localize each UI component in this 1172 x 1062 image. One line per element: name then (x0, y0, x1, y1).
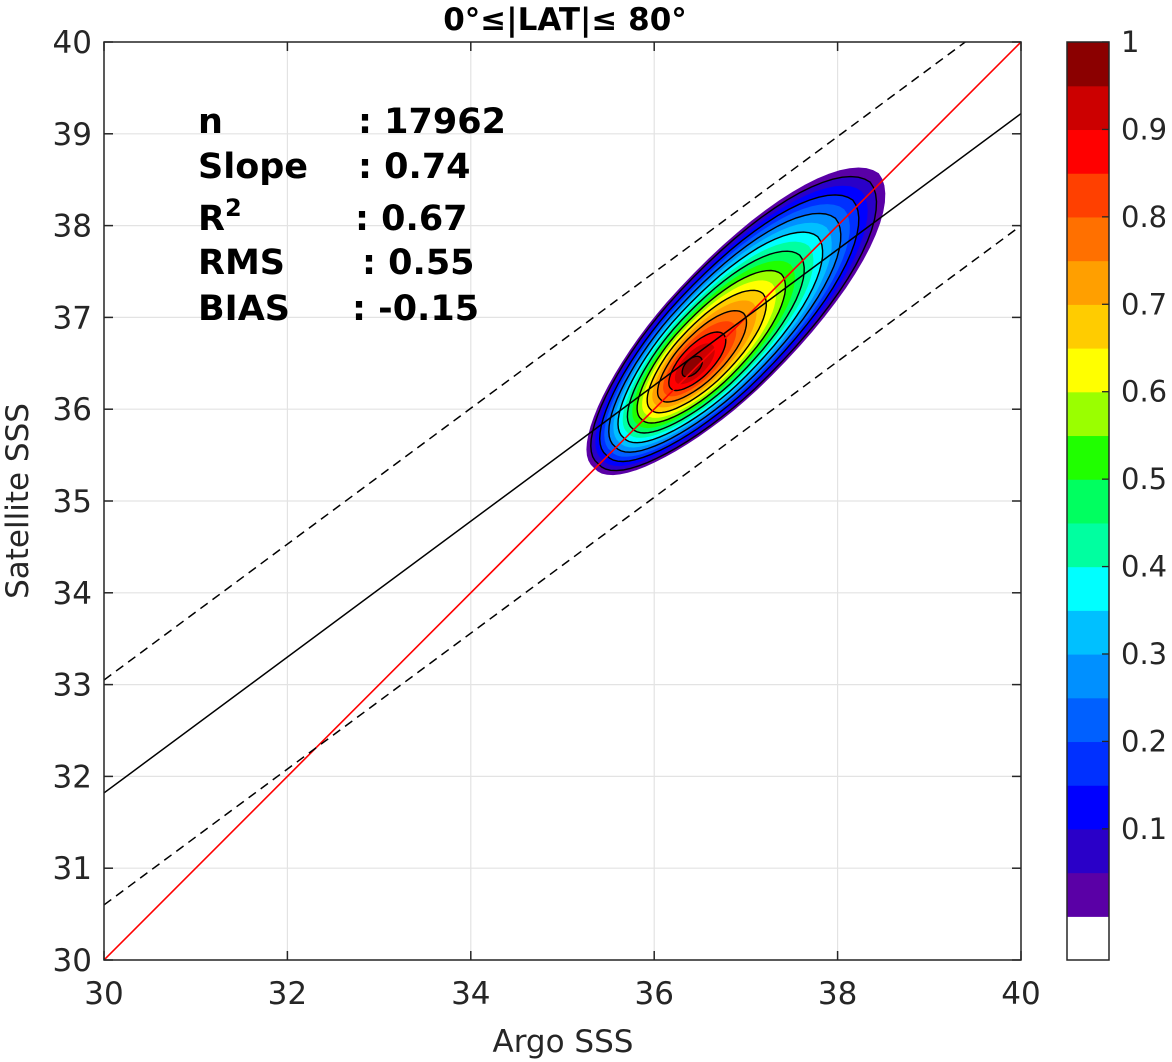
y-tick-label: 37 (53, 300, 92, 336)
colorbar-segment (1067, 435, 1109, 480)
colorbar-tick-label: 0.6 (1121, 375, 1167, 409)
reference-lines (104, 42, 1021, 960)
stat-label: RMS (198, 243, 285, 283)
fit-upper-line (104, 42, 967, 681)
colorbar-segment (1067, 654, 1109, 699)
colorbar-segment (1067, 391, 1109, 437)
stat-value: : 0.55 (362, 243, 475, 283)
colorbar-segment (1067, 741, 1109, 786)
colorbar: 0.1 0.2 0.3 0.4 0.5 0.6 0.7 0.8 0.9 1 (1066, 25, 1167, 961)
y-tick-label: 30 (53, 943, 92, 979)
colorbar-segment (1067, 479, 1109, 524)
colorbar-segment (1067, 828, 1109, 874)
stat-label: R2 (198, 194, 242, 239)
colorbar-tick-label: 0.2 (1121, 724, 1167, 758)
fit-lower-line (104, 224, 1021, 906)
colorbar-segment (1067, 129, 1109, 174)
y-axis-label: Satellite SSS (0, 403, 36, 599)
stat-label: Slope (198, 147, 308, 187)
colorbar-tick-label: 0.9 (1121, 112, 1167, 146)
stat-value: : 17962 (358, 102, 506, 142)
colorbar-segment (1067, 42, 1109, 87)
colorbar-tick-label: 0.7 (1121, 287, 1167, 321)
colorbar-tick-label: 0.4 (1121, 550, 1167, 584)
colorbar-tick-label: 1 (1121, 25, 1139, 59)
colorbar-segment (1067, 566, 1109, 611)
colorbar-segment (1067, 216, 1109, 262)
x-tick-label: 40 (1001, 976, 1040, 1012)
chart-title: 0°≤|LAT|≤ 80° (443, 2, 687, 38)
colorbar-segment (1067, 785, 1109, 830)
colorbar-tick-label: 0.5 (1121, 462, 1167, 496)
stat-value: : -0.15 (352, 289, 479, 329)
colorbar-segment (1067, 304, 1109, 349)
y-tick-label: 34 (53, 576, 92, 612)
y-tick-label: 36 (53, 392, 92, 428)
colorbar-segment (1067, 260, 1109, 305)
x-tick-label: 30 (84, 976, 123, 1012)
colorbar-tick-label: 0.3 (1121, 637, 1167, 671)
stat-label: n (198, 102, 223, 142)
axis-ticks: 30 32 34 36 38 40 30 31 32 33 34 35 36 37 38 39 40 (53, 25, 1041, 1012)
stat-value: : 0.67 (355, 199, 468, 239)
y-tick-label: 40 (53, 25, 92, 61)
colorbar-segment (1067, 522, 1109, 568)
density-contours (586, 167, 886, 476)
y-tick-label: 35 (53, 484, 92, 520)
y-tick-label: 33 (53, 668, 92, 704)
stat-value: : 0.74 (358, 147, 471, 187)
y-tick-label: 39 (53, 117, 92, 153)
fit-line (104, 113, 1021, 794)
stats-annotation: n : 17962 Slope : 0.74 R2 : 0.67 RMS : 0.55 BIAS… (198, 102, 506, 329)
x-tick-label: 38 (818, 976, 857, 1012)
colorbar-frame (1066, 41, 1110, 961)
colorbar-segment (1067, 173, 1109, 218)
colorbar-segment (1067, 348, 1109, 393)
x-tick-label: 36 (634, 976, 673, 1012)
x-axis-label: Argo SSS (493, 1024, 634, 1060)
colorbar-segment (1067, 916, 1109, 961)
y-tick-label: 38 (53, 209, 92, 245)
colorbar-tick-label: 0.1 (1121, 812, 1167, 846)
colorbar-segment (1067, 610, 1109, 655)
x-tick-label: 34 (451, 976, 490, 1012)
colorbar-segment (1067, 85, 1109, 131)
identity-line (104, 42, 1021, 960)
stat-label: BIAS (198, 289, 290, 329)
colorbar-segment (1067, 872, 1109, 917)
y-tick-label: 32 (53, 759, 92, 795)
colorbar-tick-label: 0.8 (1121, 200, 1167, 234)
y-tick-label: 31 (53, 851, 92, 887)
colorbar-segment (1067, 697, 1109, 743)
x-tick-label: 32 (268, 976, 307, 1012)
